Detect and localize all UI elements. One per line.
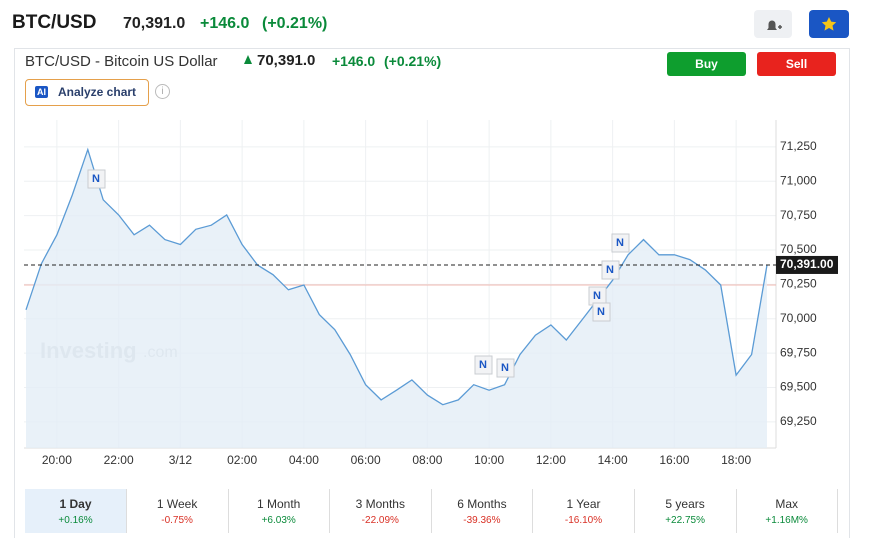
area bbox=[26, 149, 767, 448]
news-marker-box bbox=[611, 233, 630, 253]
ai-badge: AI bbox=[35, 86, 48, 98]
sell-button[interactable]: Sell bbox=[757, 52, 836, 76]
info-icon[interactable]: i bbox=[155, 84, 170, 99]
news-marker-icon: N bbox=[606, 264, 614, 276]
chart-panel bbox=[14, 48, 850, 538]
x-tick-label: 12:00 bbox=[536, 453, 566, 467]
period-label: Max bbox=[775, 497, 799, 511]
period-tab[interactable]: 3 Months -22.09% bbox=[330, 489, 432, 533]
y-tick-label: 70,250 bbox=[780, 277, 817, 291]
period-change: +22.75% bbox=[665, 515, 705, 526]
news-marker-icon: N bbox=[501, 362, 509, 374]
period-tab[interactable]: 5 years +22.75% bbox=[635, 489, 737, 533]
y-tick-label: 69,250 bbox=[780, 414, 817, 428]
period-tab[interactable]: 1 Day +0.16% bbox=[25, 489, 127, 533]
x-tick-label: 20:00 bbox=[42, 453, 72, 467]
period-change: +6.03% bbox=[261, 515, 296, 526]
news-marker-box bbox=[601, 260, 620, 280]
period-tab[interactable]: 1 Year -16.10% bbox=[533, 489, 635, 533]
y-tick-label: 69,500 bbox=[780, 380, 817, 394]
period-label: 6 Months bbox=[457, 497, 507, 511]
last-price-box bbox=[776, 255, 838, 274]
period-change: +0.16% bbox=[58, 515, 93, 526]
y-tick-label: 71,250 bbox=[780, 139, 817, 153]
symbol: BTC/USD bbox=[12, 12, 97, 33]
period-label: 1 Week bbox=[156, 497, 198, 511]
period-change: -0.75% bbox=[161, 515, 193, 526]
period-label: 5 years bbox=[665, 497, 705, 511]
change-pct: (+0.21%) bbox=[262, 15, 328, 32]
analyze-button[interactable]: AI Analyze chart bbox=[25, 79, 149, 106]
x-tick-label: 06:00 bbox=[351, 453, 381, 467]
news-marker: N bbox=[87, 169, 106, 189]
y-tick-label: 71,000 bbox=[780, 173, 817, 187]
x-tick-label: 08:00 bbox=[412, 453, 442, 467]
news-marker: N bbox=[611, 233, 630, 253]
x-tick-label: 14:00 bbox=[598, 453, 628, 467]
period-change: +1.16M% bbox=[765, 515, 808, 526]
x-tick-label: 04:00 bbox=[289, 453, 319, 467]
period-label: 1 Month bbox=[257, 497, 301, 511]
x-tick-label: 18:00 bbox=[721, 453, 751, 467]
news-marker-box bbox=[87, 169, 106, 189]
last-price-label: 70,391.00 bbox=[780, 257, 834, 271]
y-tick-label: 70,000 bbox=[780, 311, 817, 325]
period-tab[interactable]: Max +1.16M% bbox=[736, 489, 839, 533]
change: +146.0 bbox=[200, 15, 250, 32]
news-marker: N bbox=[496, 358, 515, 378]
period-label: 1 Day bbox=[59, 497, 92, 511]
sub-change-pct: (+0.21%) bbox=[384, 53, 442, 69]
x-tick-label: 10:00 bbox=[474, 453, 504, 467]
news-marker: N bbox=[474, 355, 493, 375]
watchlist-button[interactable] bbox=[809, 10, 849, 38]
news-marker-icon: N bbox=[92, 173, 100, 185]
bell-icon bbox=[767, 20, 782, 30]
y-tick-label: 70,500 bbox=[780, 242, 817, 256]
y-tick-label: 70,750 bbox=[780, 208, 817, 222]
x-tick-label: 16:00 bbox=[659, 453, 689, 467]
analyze-label: Analyze chart bbox=[58, 85, 137, 99]
y-tick-label: 69,750 bbox=[780, 345, 817, 359]
news-marker-icon: N bbox=[616, 237, 624, 249]
period-change: -39.36% bbox=[463, 515, 501, 526]
period-label: 1 Year bbox=[566, 497, 601, 511]
news-marker-icon: N bbox=[593, 290, 601, 302]
line bbox=[25, 147, 768, 406]
chart: 69,250 69,500 69,750 70,000 70,250 70,500 70,7… bbox=[24, 120, 838, 467]
news-marker-box bbox=[592, 302, 611, 322]
news-marker: N bbox=[592, 302, 611, 322]
alert-button[interactable] bbox=[754, 10, 792, 38]
star-icon bbox=[821, 17, 837, 31]
x-tick-label: 02:00 bbox=[227, 453, 257, 467]
period-tab[interactable]: 6 Months -39.36% bbox=[431, 489, 534, 533]
sub-price: 70,391.0 bbox=[257, 52, 316, 69]
x-tick-label: 3/12 bbox=[169, 453, 193, 467]
period-tab[interactable]: 1 Week -0.75% bbox=[127, 489, 229, 533]
x-tick-label: 22:00 bbox=[104, 453, 134, 467]
news-marker-box bbox=[474, 355, 493, 375]
up-arrow bbox=[244, 55, 252, 64]
news-marker-box bbox=[496, 358, 515, 378]
period-label: 3 Months bbox=[355, 497, 405, 511]
news-marker: N bbox=[601, 260, 620, 280]
instrument-name: BTC/USD - Bitcoin US Dollar bbox=[25, 53, 218, 70]
period-change: -22.09% bbox=[361, 515, 399, 526]
news-marker-icon: N bbox=[597, 306, 605, 318]
period-tab[interactable]: 1 Month +6.03% bbox=[228, 489, 331, 533]
sub-change: +146.0 bbox=[332, 53, 376, 69]
period-change: -16.10% bbox=[564, 515, 603, 526]
price: 70,391.0 bbox=[123, 15, 186, 32]
news-marker-icon: N bbox=[479, 359, 487, 371]
news-marker: N bbox=[588, 286, 607, 306]
buy-button[interactable]: Buy bbox=[667, 52, 746, 76]
